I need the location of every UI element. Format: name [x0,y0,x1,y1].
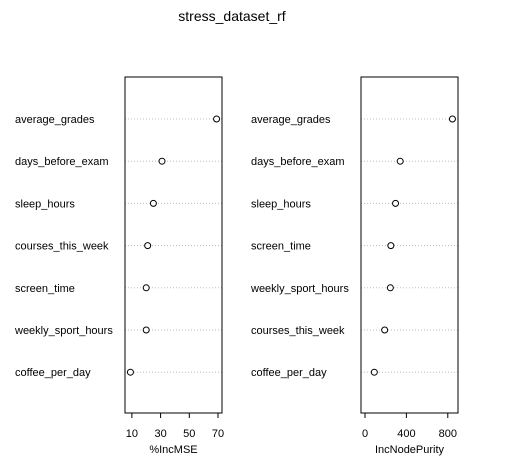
importance-dot [158,157,166,165]
importance-panel: average_grades days_before_exam sleep_hour… [250,76,459,456]
importance-dot [448,115,456,123]
importance-dot [392,199,400,207]
importance-dot [381,326,389,334]
variable-label: courses_this_week [15,241,109,253]
variable-label: weekly_sport_hours [250,283,349,295]
x-tick-label: 50 [183,428,195,440]
variable-label: screen_time [15,283,75,295]
importance-dot [142,326,150,334]
plot-frame [360,76,459,414]
x-tick-label: 10 [126,428,138,440]
figure-title: stress_dataset_rf [178,8,285,24]
importance-dot [370,368,378,376]
importance-dot [142,284,150,292]
importance-dot [144,242,152,250]
variable-label: screen_time [251,241,311,253]
importance-dot [213,115,221,123]
variable-label: days_before_exam [15,156,109,168]
variable-label: coffee_per_day [15,367,91,379]
x-tick-label: 400 [397,428,415,440]
x-axis-title: %IncMSE [149,444,197,456]
variable-label: weekly_sport_hours [14,325,113,337]
variable-label: sleep_hours [251,198,311,210]
importance-dot [386,284,394,292]
importance-dot [126,368,134,376]
variable-label: courses_this_week [251,325,345,337]
importance-dot [396,157,404,165]
x-tick-label: 30 [154,428,166,440]
plot-frame [124,76,223,414]
variable-label: average_grades [251,114,331,126]
x-axis-title: IncNodePurity [375,444,445,456]
variable-label: average_grades [15,114,95,126]
importance-dot [387,242,395,250]
variable-label: coffee_per_day [251,367,327,379]
variable-label: days_before_exam [251,156,345,168]
importance-panel: average_grades days_before_exam sleep_hour… [14,76,224,456]
variable-label: sleep_hours [15,198,75,210]
x-tick-label: 70 [212,428,224,440]
x-tick-label: 800 [439,428,457,440]
importance-dot [149,199,157,207]
x-tick-label: 0 [362,428,368,440]
panels: average_grades days_before_exam sleep_hour… [14,76,459,456]
